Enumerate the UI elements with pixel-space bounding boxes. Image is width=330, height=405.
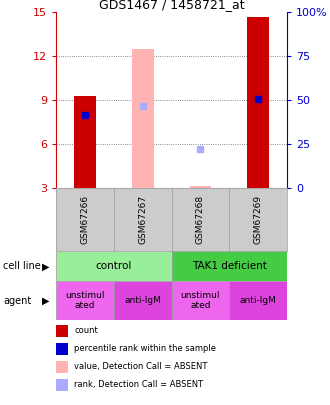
Text: anti-IgM: anti-IgM [240, 296, 277, 305]
Text: cell line: cell line [3, 261, 41, 271]
Text: percentile rank within the sample: percentile rank within the sample [74, 345, 216, 354]
Text: unstimul
ated: unstimul ated [181, 291, 220, 310]
Text: value, Detection Call = ABSENT: value, Detection Call = ABSENT [74, 362, 208, 371]
Bar [247, 17, 269, 188]
Bar [56, 251, 172, 281]
Text: ▶: ▶ [43, 261, 50, 271]
Bar [114, 281, 172, 320]
Text: count: count [74, 326, 98, 335]
Text: ▶: ▶ [43, 296, 50, 306]
Text: TAK1 deficient: TAK1 deficient [192, 261, 267, 271]
Title: GDS1467 / 1458721_at: GDS1467 / 1458721_at [99, 0, 245, 11]
Text: anti-IgM: anti-IgM [124, 296, 161, 305]
Text: agent: agent [3, 296, 32, 306]
Text: GSM67266: GSM67266 [81, 195, 89, 244]
Bar [74, 96, 96, 188]
Bar [229, 281, 287, 320]
Text: control: control [96, 261, 132, 271]
Text: unstimul
ated: unstimul ated [65, 291, 105, 310]
Bar [56, 281, 114, 320]
Text: GSM67269: GSM67269 [254, 195, 263, 244]
Bar [132, 49, 154, 188]
Bar [172, 281, 229, 320]
Bar [172, 251, 287, 281]
Bar [189, 186, 212, 188]
Text: rank, Detection Call = ABSENT: rank, Detection Call = ABSENT [74, 380, 203, 390]
Text: GSM67268: GSM67268 [196, 195, 205, 244]
Text: GSM67267: GSM67267 [138, 195, 147, 244]
